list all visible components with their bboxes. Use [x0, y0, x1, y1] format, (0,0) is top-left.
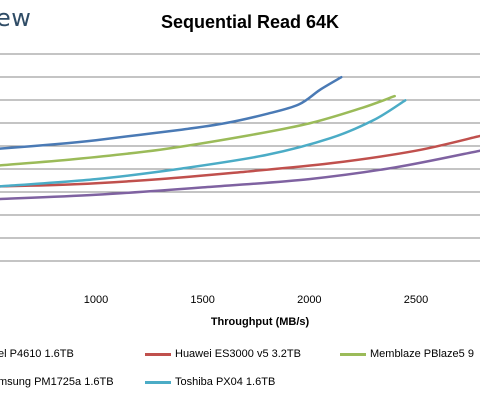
chart-title: Sequential Read 64K [160, 12, 340, 32]
legend-label-toshiba: Toshiba PX04 1.6TB [175, 376, 276, 388]
series-line-3 [0, 149, 480, 201]
legend-item-memblaze: Memblaze PBlaze5 9 [340, 348, 474, 360]
legend-item-toshiba: Toshiba PX04 1.6TB [145, 376, 275, 388]
legend-label-huawei: Huawei ES3000 v5 3.2TB [175, 348, 301, 360]
brand-logo: ew [0, 4, 32, 32]
legend-item-samsung: msung PM1725a 1.6TB [0, 376, 114, 388]
legend-label-samsung: msung PM1725a 1.6TB [0, 376, 114, 388]
legend-swatch-toshiba [145, 380, 171, 384]
x-tick-label: 1000 [84, 294, 108, 306]
x-tick-label: 2500 [404, 294, 428, 306]
series-line-0 [0, 75, 343, 150]
x-tick-label: 1500 [190, 294, 214, 306]
legend-item-intel: el P4610 1.6TB [0, 348, 74, 360]
x-axis-label: Throughput (MB/s) [210, 316, 310, 328]
series-line-4 [0, 99, 407, 188]
legend-label-memblaze: Memblaze PBlaze5 9 [370, 348, 474, 360]
x-tick-label: 2000 [297, 294, 321, 306]
legend-label-intel: el P4610 1.6TB [0, 348, 74, 360]
series-line-2 [0, 94, 396, 167]
series-line-1 [0, 134, 480, 188]
legend-swatch-memblaze [340, 352, 366, 356]
legend-swatch-huawei [145, 352, 171, 356]
legend-item-huawei: Huawei ES3000 v5 3.2TB [145, 348, 301, 360]
